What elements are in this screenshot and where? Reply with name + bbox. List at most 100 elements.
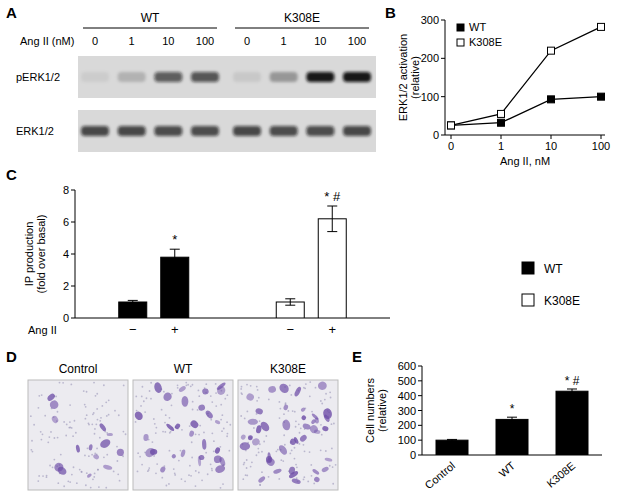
pore [83, 390, 85, 392]
y-tick-label: 8 [63, 184, 69, 196]
pore [136, 410, 138, 412]
pore [96, 393, 98, 395]
pore [125, 433, 127, 435]
y-tick [71, 254, 75, 255]
pore [37, 480, 39, 482]
pore [69, 421, 71, 423]
cell [178, 385, 187, 393]
pore [263, 441, 265, 443]
y-tick [441, 20, 445, 21]
pore [169, 450, 171, 452]
image-label: Control [59, 362, 98, 376]
cell [56, 465, 68, 476]
panel-letter: E [352, 348, 362, 365]
x-axis-label: Ang II, nM [500, 155, 550, 167]
pore [330, 397, 332, 399]
y-tick [71, 318, 75, 319]
pore [290, 394, 292, 396]
pore [93, 412, 95, 414]
pore [191, 441, 193, 443]
legend-marker [522, 262, 534, 274]
pore [221, 414, 223, 416]
pore [75, 432, 77, 434]
cell [51, 415, 60, 424]
pore [250, 385, 252, 387]
legend-label: WT [469, 21, 486, 33]
pore [198, 395, 200, 397]
pore [69, 481, 71, 483]
pore [88, 455, 90, 457]
cell [257, 475, 266, 483]
pore [246, 384, 248, 386]
blot-membrane [78, 56, 376, 98]
pore [142, 386, 144, 388]
pore [246, 459, 248, 461]
pore [205, 383, 207, 385]
image-label: WT [174, 362, 193, 376]
legend-marker [457, 39, 464, 46]
pore [295, 420, 297, 422]
pore [85, 406, 87, 408]
lane-label: 10 [314, 35, 326, 47]
significance-mark: * [510, 402, 515, 416]
pore [211, 468, 213, 470]
pore [189, 425, 191, 427]
pore [44, 415, 46, 417]
pore [215, 405, 217, 407]
cell [189, 430, 195, 437]
pore [299, 443, 301, 445]
pore [221, 430, 223, 432]
marker [498, 110, 505, 117]
cell [103, 464, 113, 471]
y-tick-label: 200 [398, 419, 416, 431]
y-axis-label: (relative) [409, 56, 421, 99]
pore [226, 421, 228, 423]
bar [161, 257, 189, 318]
pore [192, 401, 194, 403]
pore [103, 456, 105, 458]
lane-label: 0 [244, 35, 250, 47]
pore [70, 384, 72, 386]
cell [181, 396, 188, 407]
x-tick-label: Control [422, 459, 457, 491]
pore [305, 383, 307, 385]
cell [273, 468, 282, 475]
pore [42, 475, 44, 477]
pore [123, 431, 125, 433]
pore [278, 478, 280, 480]
pore [74, 420, 76, 422]
pore [54, 437, 56, 439]
cell [133, 410, 144, 422]
legend-label: K308E [544, 294, 580, 308]
pore [226, 394, 228, 396]
pore [99, 437, 101, 439]
pore [91, 423, 93, 425]
pore [49, 465, 51, 467]
pore [251, 461, 253, 463]
cell [189, 419, 200, 430]
pore [108, 414, 110, 416]
pore [332, 483, 334, 485]
image-frame [28, 380, 128, 490]
pore [106, 415, 108, 417]
band [343, 72, 371, 82]
cell [202, 439, 207, 450]
legend-marker [522, 294, 534, 306]
pore [144, 411, 146, 413]
pore [205, 452, 207, 454]
legend-label: WT [544, 262, 563, 276]
pore [50, 431, 52, 433]
pore [211, 401, 213, 403]
pore [325, 393, 327, 395]
pore [201, 479, 203, 481]
pore [85, 484, 87, 486]
marker [598, 23, 605, 30]
bar [556, 391, 588, 455]
pore [33, 424, 35, 426]
pore [42, 433, 44, 435]
bar [496, 419, 528, 455]
y-axis-label: ERK1/2 activation [397, 34, 409, 121]
pore [332, 466, 334, 468]
pore [108, 399, 110, 401]
pore [116, 460, 118, 462]
